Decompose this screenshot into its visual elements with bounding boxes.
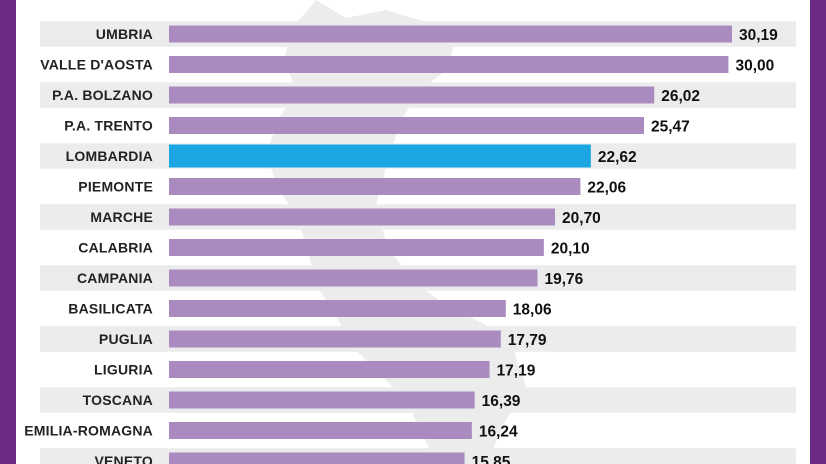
- bar-chart: UMBRIA 30,19 VALLE D'AOSTA 30,00 P.A. BOLZAN…: [24, 21, 796, 464]
- bar-row: TOSCANA 16,39: [40, 387, 796, 413]
- category-label: BASILICATA: [68, 301, 153, 317]
- value-label: 22,06: [587, 180, 626, 197]
- bar-row: MARCHE 20,70: [40, 204, 796, 230]
- category-label: PIEMONTE: [78, 179, 153, 195]
- value-label: 17,79: [508, 332, 547, 349]
- bar: [169, 25, 732, 43]
- bar-row: PIEMONTE 22,06: [78, 178, 627, 197]
- bar: [169, 269, 538, 287]
- value-label: 30,00: [735, 58, 774, 75]
- value-label: 30,19: [739, 27, 778, 44]
- chart-panel: UMBRIA 30,19 VALLE D'AOSTA 30,00 P.A. BOLZAN…: [16, 0, 810, 464]
- bar-row: P.A. TRENTO 25,47: [64, 117, 690, 136]
- highlight-bar: [169, 144, 591, 168]
- value-label: 22,62: [598, 149, 637, 166]
- bar-row: CALABRIA 20,10: [78, 239, 590, 258]
- bar: [169, 178, 581, 195]
- bar: [169, 330, 501, 348]
- category-label: P.A. BOLZANO: [52, 87, 153, 103]
- category-label: CAMPANIA: [77, 270, 153, 286]
- bar: [169, 361, 490, 378]
- bar: [169, 56, 729, 73]
- category-label: CALABRIA: [78, 240, 153, 256]
- bar-row: VALLE D'AOSTA 30,00: [40, 56, 774, 75]
- bar: [169, 452, 465, 464]
- value-label: 20,70: [562, 210, 601, 227]
- category-label: TOSCANA: [83, 392, 153, 408]
- category-label: VALLE D'AOSTA: [40, 57, 153, 73]
- bar-row: CAMPANIA 19,76: [40, 265, 796, 291]
- bar-row: LIGURIA 17,19: [94, 361, 536, 380]
- category-label: LOMBARDIA: [66, 148, 153, 164]
- value-label: 16,39: [482, 393, 521, 410]
- value-label: 15,85: [472, 454, 511, 464]
- value-label: 25,47: [651, 119, 690, 136]
- category-label: VENETO: [94, 453, 153, 464]
- value-label: 16,24: [479, 424, 518, 441]
- bar-row: UMBRIA 30,19: [40, 21, 796, 47]
- category-label: P.A. TRENTO: [64, 118, 153, 134]
- bar-row: VENETO 15,85: [40, 448, 796, 464]
- bar-row: P.A. BOLZANO 26,02: [40, 82, 796, 108]
- value-label: 17,19: [497, 363, 536, 380]
- bar: [169, 391, 475, 409]
- category-label: PUGLIA: [99, 331, 153, 347]
- bar: [169, 300, 506, 317]
- bar: [169, 239, 544, 256]
- value-label: 26,02: [661, 88, 700, 105]
- value-label: 20,10: [551, 241, 590, 258]
- category-label: MARCHE: [90, 209, 153, 225]
- category-label: UMBRIA: [96, 26, 153, 42]
- bar: [169, 422, 472, 439]
- value-label: 19,76: [544, 271, 583, 288]
- value-label: 18,06: [513, 302, 552, 319]
- category-label: LIGURIA: [94, 362, 153, 378]
- category-label: EMILIA-ROMAGNA: [24, 423, 153, 439]
- bar-row: PUGLIA 17,79: [40, 326, 796, 352]
- bar-row: EMILIA-ROMAGNA 16,24: [24, 422, 518, 441]
- bar: [169, 117, 644, 134]
- bar: [169, 86, 655, 104]
- bar-row: BASILICATA 18,06: [68, 300, 552, 319]
- bar: [169, 208, 556, 226]
- bar-row: LOMBARDIA 22,62: [40, 143, 796, 169]
